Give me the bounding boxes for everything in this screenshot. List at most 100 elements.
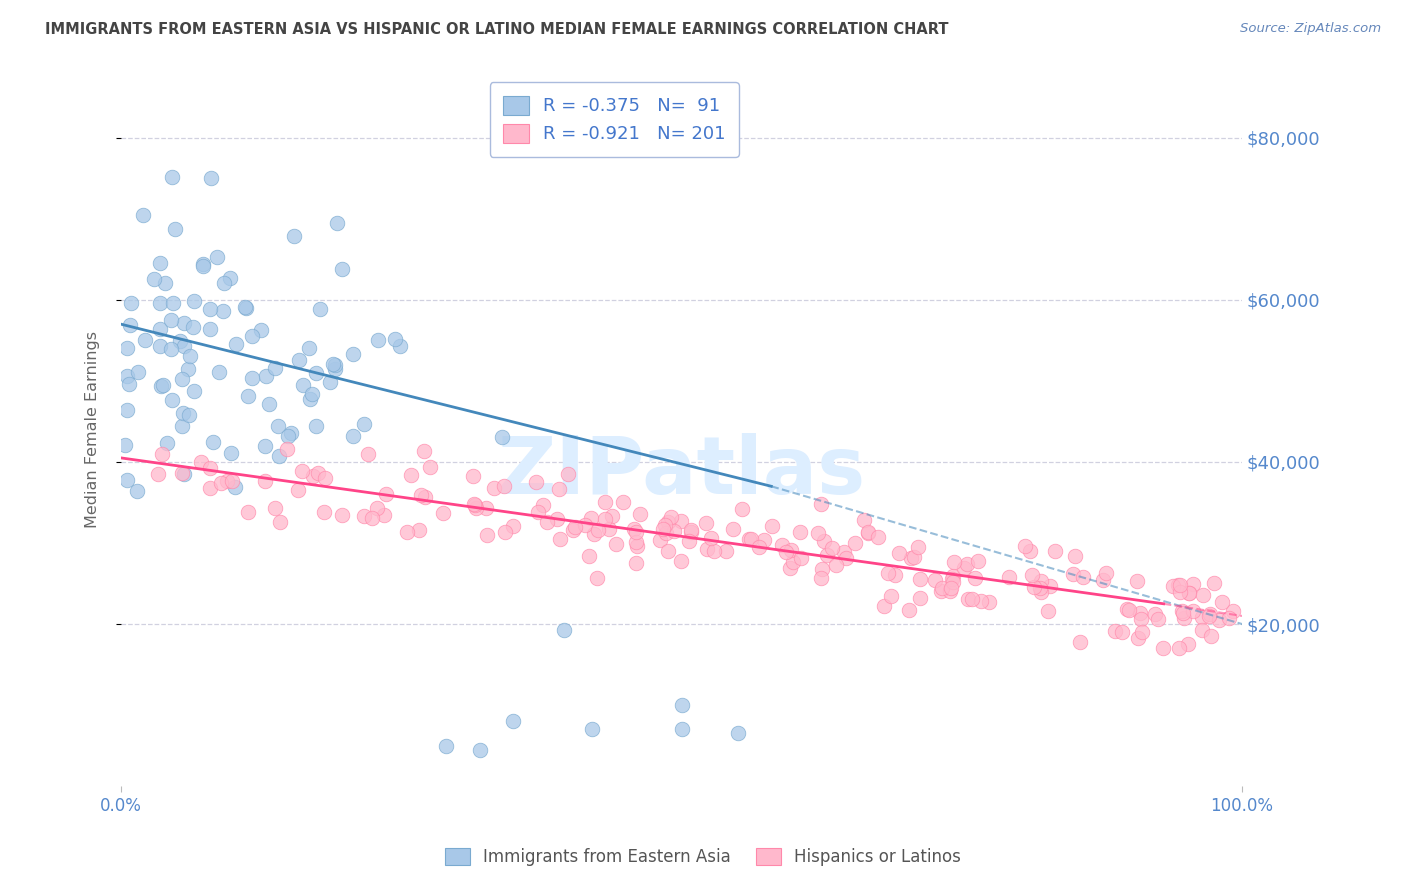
- Point: [655, 525, 678, 540]
- Point: [269, 515, 291, 529]
- Point: [1147, 612, 1170, 626]
- Point: [326, 216, 349, 230]
- Point: [1222, 604, 1244, 618]
- Point: [264, 501, 287, 516]
- Point: [183, 384, 205, 398]
- Point: [396, 525, 419, 540]
- Point: [173, 316, 195, 330]
- Point: [1069, 635, 1091, 649]
- Point: [1018, 544, 1040, 558]
- Point: [623, 522, 645, 536]
- Point: [465, 501, 488, 516]
- Point: [648, 533, 671, 547]
- Point: [941, 572, 963, 586]
- Point: [115, 403, 138, 417]
- Point: [612, 495, 634, 509]
- Point: [150, 379, 173, 393]
- Point: [208, 365, 231, 379]
- Point: [212, 276, 235, 290]
- Point: [939, 582, 962, 596]
- Point: [1152, 641, 1174, 656]
- Point: [170, 467, 193, 481]
- Point: [956, 557, 979, 571]
- Point: [536, 515, 558, 529]
- Point: [853, 513, 876, 527]
- Point: [624, 534, 647, 549]
- Point: [1208, 613, 1230, 627]
- Point: [209, 475, 232, 490]
- Point: [942, 574, 965, 589]
- Point: [494, 525, 516, 540]
- Point: [287, 483, 309, 497]
- Point: [681, 525, 703, 540]
- Point: [298, 392, 321, 406]
- Point: [1062, 567, 1084, 582]
- Point: [547, 482, 569, 496]
- Point: [815, 548, 838, 562]
- Point: [1178, 586, 1201, 600]
- Point: [181, 320, 204, 334]
- Point: [900, 550, 922, 565]
- Point: [1036, 603, 1059, 617]
- Point: [1118, 603, 1140, 617]
- Point: [953, 561, 976, 575]
- Point: [482, 481, 505, 495]
- Point: [1031, 585, 1053, 599]
- Point: [811, 562, 834, 576]
- Point: [152, 377, 174, 392]
- Point: [738, 532, 761, 546]
- Point: [375, 487, 398, 501]
- Point: [432, 506, 454, 520]
- Point: [761, 518, 783, 533]
- Point: [873, 599, 896, 613]
- Point: [1191, 623, 1213, 637]
- Point: [790, 551, 813, 566]
- Point: [626, 539, 648, 553]
- Point: [236, 389, 259, 403]
- Point: [1173, 611, 1195, 625]
- Point: [856, 525, 879, 540]
- Point: [779, 560, 801, 574]
- Point: [419, 460, 441, 475]
- Point: [524, 475, 547, 489]
- Point: [628, 507, 651, 521]
- Point: [198, 461, 221, 475]
- Point: [662, 524, 685, 539]
- Point: [302, 469, 325, 483]
- Point: [280, 425, 302, 440]
- Point: [813, 533, 835, 548]
- Point: [1028, 581, 1050, 595]
- Point: [165, 222, 187, 236]
- Point: [322, 357, 344, 371]
- Point: [657, 515, 679, 529]
- Point: [149, 339, 172, 353]
- Point: [748, 540, 770, 554]
- Point: [221, 474, 243, 488]
- Point: [700, 531, 723, 545]
- Point: [502, 714, 524, 729]
- Point: [1063, 549, 1085, 563]
- Point: [1104, 624, 1126, 638]
- Point: [312, 505, 335, 519]
- Point: [198, 481, 221, 495]
- Point: [170, 418, 193, 433]
- Point: [367, 333, 389, 347]
- Point: [586, 523, 609, 537]
- Point: [475, 500, 498, 515]
- Point: [825, 558, 848, 572]
- Point: [531, 499, 554, 513]
- Point: [1182, 576, 1205, 591]
- Point: [183, 294, 205, 309]
- Point: [1182, 604, 1205, 618]
- Point: [373, 508, 395, 522]
- Text: Source: ZipAtlas.com: Source: ZipAtlas.com: [1240, 22, 1381, 36]
- Point: [342, 428, 364, 442]
- Point: [240, 329, 263, 343]
- Point: [257, 397, 280, 411]
- Point: [146, 467, 169, 481]
- Point: [593, 512, 616, 526]
- Point: [586, 571, 609, 585]
- Point: [942, 568, 965, 582]
- Point: [714, 544, 737, 558]
- Point: [669, 554, 692, 568]
